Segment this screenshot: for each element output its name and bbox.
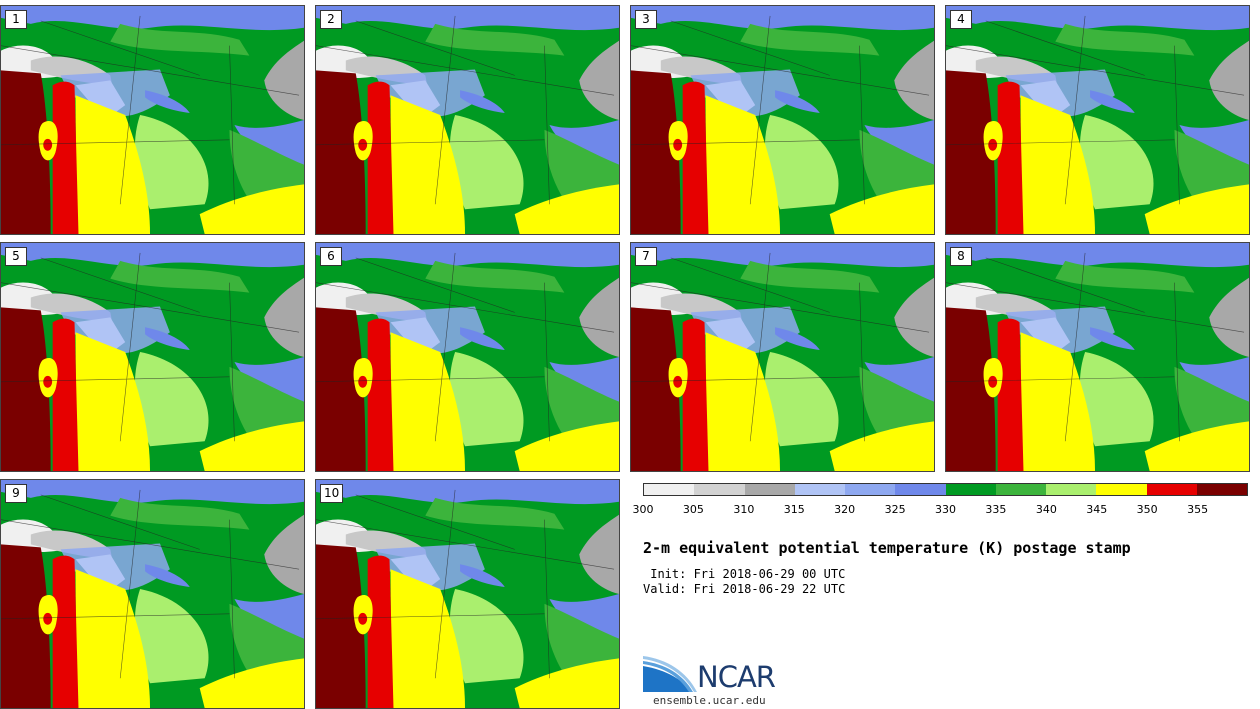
- ensemble-member-map: 7: [630, 242, 935, 472]
- colorbar-tick-label: 340: [1035, 503, 1057, 516]
- member-number-label: 4: [950, 10, 972, 29]
- colorbar-segment: [995, 484, 1046, 495]
- ensemble-member-map: 1: [0, 5, 305, 235]
- colorbar-segment: [644, 484, 695, 495]
- ensemble-member-map: 2: [315, 5, 620, 235]
- ncar-logo-text: NCAR: [697, 660, 776, 694]
- member-number-label: 1: [5, 10, 27, 29]
- colorbar-segment: [1146, 484, 1197, 495]
- colorbar-tick-label: 335: [985, 503, 1007, 516]
- member-number-label: 8: [950, 247, 972, 266]
- colorbar: [643, 483, 1248, 496]
- colorbar-tick-label: 355: [1187, 503, 1209, 516]
- colorbar-segment: [744, 484, 795, 495]
- colorbar-tick-label: 350: [1136, 503, 1158, 516]
- member-number-label: 2: [320, 10, 342, 29]
- member-number-label: 5: [5, 247, 27, 266]
- ensemble-member-map: 5: [0, 242, 305, 472]
- valid-time: Valid: Fri 2018-06-29 22 UTC: [643, 582, 846, 596]
- ensemble-member-map: 6: [315, 242, 620, 472]
- colorbar-tick-label: 310: [733, 503, 755, 516]
- colorbar-segment: [945, 484, 996, 495]
- colorbar-tick-label: 305: [682, 503, 704, 516]
- ensemble-member-map: 9: [0, 479, 305, 709]
- member-number-label: 3: [635, 10, 657, 29]
- member-number-label: 7: [635, 247, 657, 266]
- colorbar-segment: [794, 484, 845, 495]
- colorbar-tick-label: 330: [935, 503, 956, 516]
- colorbar-ticks: 300 305 310 315 320 325 330 335 340 345 350 355: [633, 503, 1248, 517]
- colorbar-tick-label: 345: [1086, 503, 1108, 516]
- colorbar-segment: [1196, 484, 1247, 495]
- colorbar-segment: [895, 484, 946, 495]
- colorbar-segment: [1046, 484, 1097, 495]
- colorbar-segment: [1096, 484, 1147, 495]
- init-time: Init: Fri 2018-06-29 00 UTC: [643, 567, 846, 581]
- colorbar-tick-label: 315: [783, 503, 805, 516]
- member-number-label: 6: [320, 247, 342, 266]
- ensemble-member-map: 3: [630, 5, 935, 235]
- ensemble-member-map: 8: [945, 242, 1250, 472]
- colorbar-tick-label: 325: [884, 503, 906, 516]
- member-number-label: 10: [320, 484, 344, 503]
- ensemble-member-map: 4: [945, 5, 1250, 235]
- figure-title: 2-m equivalent potential temperature (K)…: [643, 539, 1131, 557]
- colorbar-segment: [694, 484, 745, 495]
- ensemble-member-map: 10: [315, 479, 620, 709]
- colorbar-tick-label: 320: [834, 503, 856, 516]
- colorbar-segment: [845, 484, 896, 495]
- ncar-logo-icon: [643, 656, 697, 692]
- site-url: ensemble.ucar.edu: [653, 694, 766, 707]
- colorbar-tick-label: 300: [632, 503, 654, 516]
- member-number-label: 9: [5, 484, 27, 503]
